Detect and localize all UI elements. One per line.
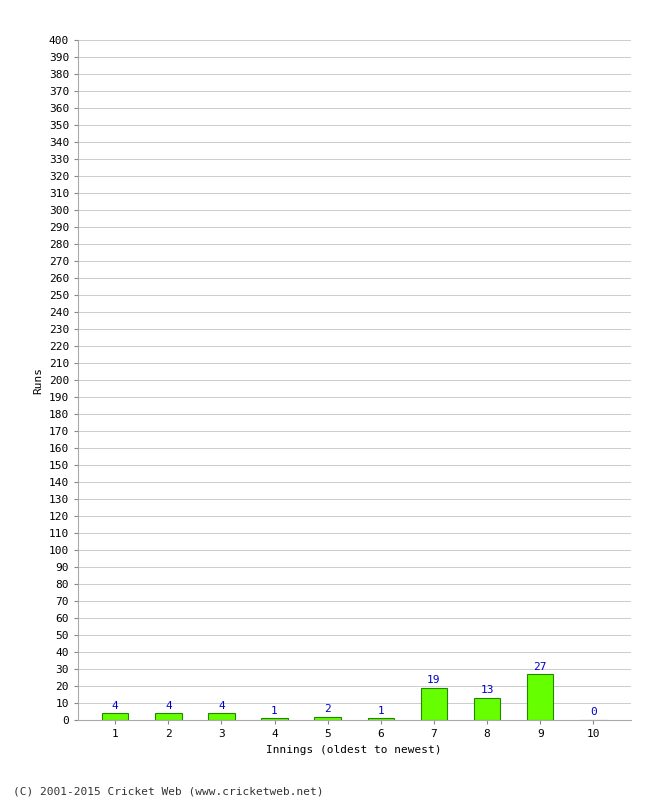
Bar <box>421 688 447 720</box>
Text: 4: 4 <box>218 701 225 710</box>
Text: 27: 27 <box>534 662 547 671</box>
Bar <box>208 714 235 720</box>
Bar <box>102 714 129 720</box>
Text: 4: 4 <box>165 701 172 710</box>
Bar <box>527 674 553 720</box>
Bar <box>474 698 500 720</box>
Text: 0: 0 <box>590 707 597 718</box>
Y-axis label: Runs: Runs <box>33 366 43 394</box>
X-axis label: Innings (oldest to newest): Innings (oldest to newest) <box>266 745 442 754</box>
Text: 19: 19 <box>427 675 441 685</box>
Bar <box>261 718 288 720</box>
Text: 4: 4 <box>112 701 118 710</box>
Bar <box>315 717 341 720</box>
Bar <box>367 718 394 720</box>
Text: (C) 2001-2015 Cricket Web (www.cricketweb.net): (C) 2001-2015 Cricket Web (www.cricketwe… <box>13 786 324 796</box>
Text: 13: 13 <box>480 686 494 695</box>
Text: 2: 2 <box>324 704 331 714</box>
Text: 1: 1 <box>271 706 278 716</box>
Text: 1: 1 <box>378 706 384 716</box>
Bar <box>155 714 181 720</box>
